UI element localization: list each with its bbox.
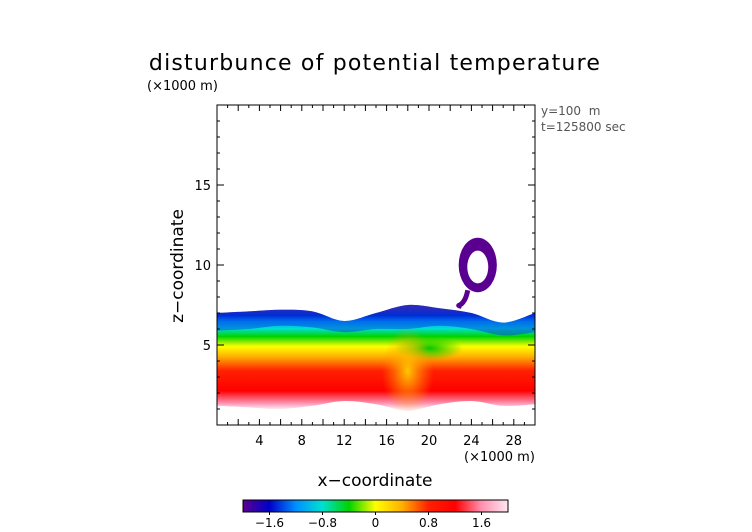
- x-tick-label: 16: [378, 434, 395, 449]
- x-tick-label: 12: [336, 434, 353, 449]
- x-tick-label: 20: [421, 434, 438, 449]
- layer-gradient: [217, 304, 535, 411]
- colorbar-tick-label: 0.8: [419, 516, 438, 530]
- annotation-t: t=125800 sec: [541, 120, 626, 134]
- x-tick-label: 28: [506, 434, 523, 449]
- colorbar-tick-label: 1.6: [472, 516, 491, 530]
- x-axis-unit: (×1000 m): [464, 450, 535, 465]
- chart-subtitle: (×1000 m): [147, 79, 218, 94]
- plume-stem: [456, 289, 471, 309]
- warm-plume: [381, 327, 434, 411]
- heatmap-field: [217, 237, 535, 411]
- y-tick-label: 5: [203, 339, 211, 354]
- x-axis-label: x−coordinate: [318, 471, 433, 491]
- y-tick-label: 10: [194, 259, 211, 274]
- axes: 4 8 12 16 20 24 28 5 10 15: [194, 104, 536, 449]
- annotation-y: y=100 m: [541, 104, 600, 118]
- purple-plume: [458, 237, 497, 293]
- colorbar-tick-label: −1.6: [255, 516, 284, 530]
- x-tick-label: 8: [298, 434, 306, 449]
- y-tick-label: 15: [194, 179, 211, 194]
- x-tick-label: 24: [463, 434, 480, 449]
- colorbar-tick-label: −0.8: [308, 516, 337, 530]
- x-tick-label: 4: [255, 434, 263, 449]
- chart-title: disturbunce of potential temperature: [149, 51, 601, 76]
- colorbar: −1.6 −0.8 0 0.8 1.6: [242, 499, 509, 530]
- colorbar-tick-label: 0: [372, 516, 380, 530]
- y-axis-label: z−coordinate: [168, 209, 188, 323]
- plot-area: [217, 237, 535, 411]
- temperature-layer: [217, 304, 535, 411]
- colorbar-bar: [242, 499, 509, 513]
